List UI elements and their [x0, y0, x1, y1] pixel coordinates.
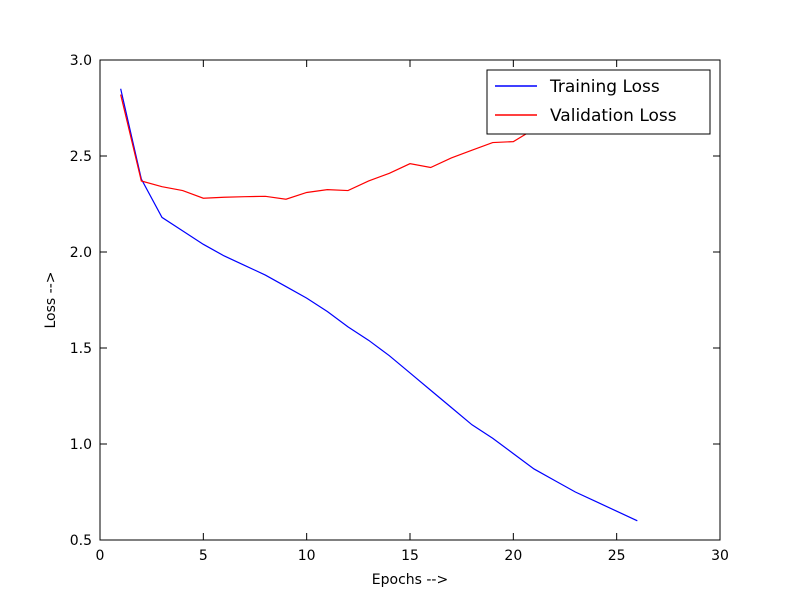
y-tick-label: 0.5 [70, 533, 92, 549]
ticks-layer: 0 5 10 15 20 25 30 0.5 1.0 1.5 2.0 2.5 3.0 [70, 53, 729, 564]
legend: Training Loss Validation Loss [486, 69, 711, 135]
series-layer [120, 88, 638, 522]
x-tick-label: 25 [608, 548, 626, 564]
x-axis-label: Epochs --> [372, 572, 448, 588]
y-tick-label: 1.0 [70, 437, 92, 453]
x-tick-label: 0 [96, 548, 105, 564]
x-tick-label: 20 [504, 548, 522, 564]
legend-label: Training Loss [549, 77, 660, 97]
plot-frame [99, 59, 721, 541]
x-tick-label: 10 [298, 548, 316, 564]
y-tick-label: 3.0 [70, 53, 92, 69]
legend-box [486, 69, 711, 135]
x-tick-label: 5 [199, 548, 208, 564]
y-tick-label: 2.0 [70, 245, 92, 261]
y-axis-label: Loss --> [43, 272, 59, 329]
legend-label: Validation Loss [550, 106, 677, 126]
series-line-training-loss [120, 88, 638, 522]
x-tick-label: 30 [711, 548, 729, 564]
y-tick-label: 2.5 [70, 149, 92, 165]
y-tick-label: 1.5 [70, 341, 92, 357]
x-tick-label: 15 [401, 548, 419, 564]
